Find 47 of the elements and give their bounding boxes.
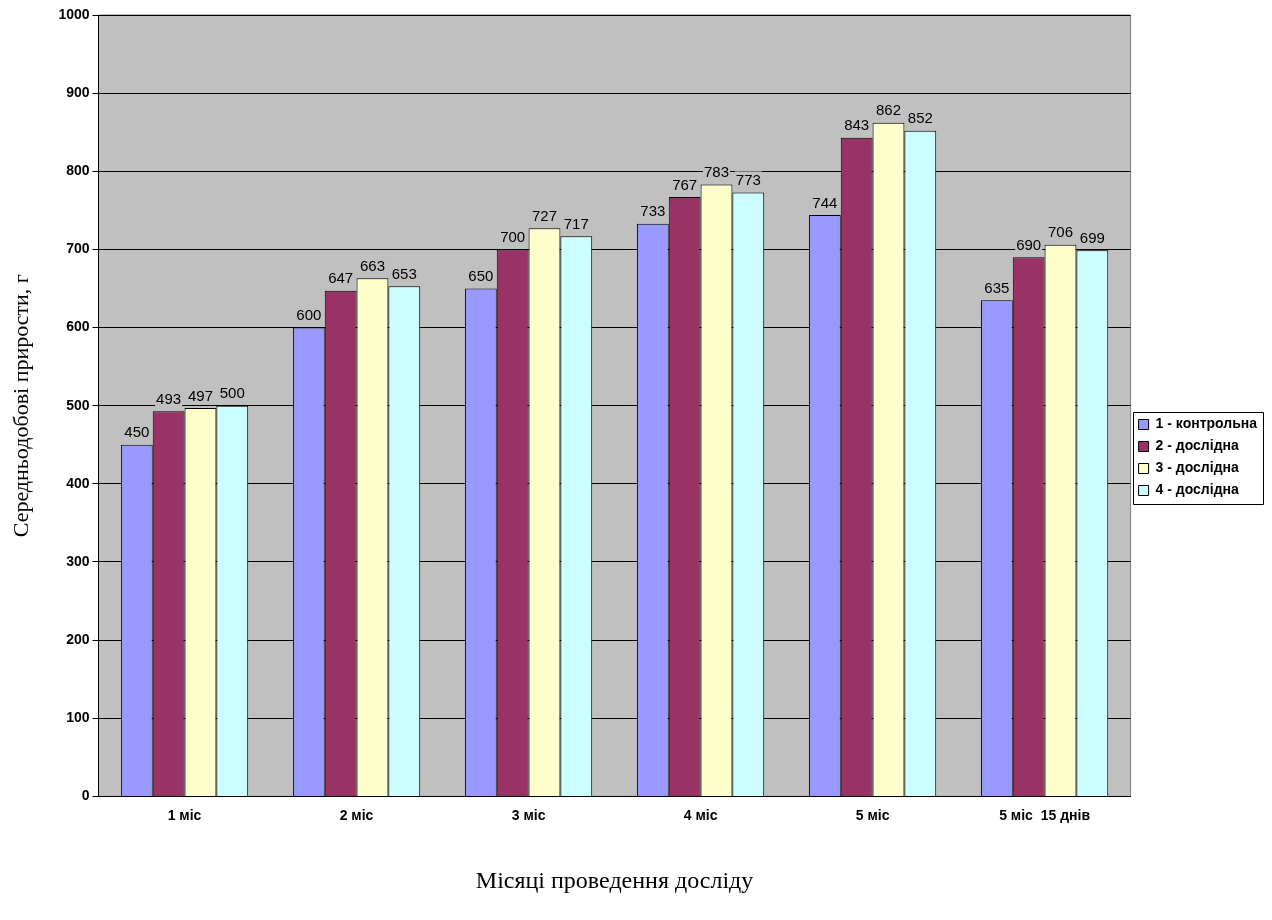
data-label: 773	[735, 171, 761, 189]
y-tick-label: 0	[81, 787, 90, 804]
y-tick-label: 500	[66, 396, 90, 413]
legend-label: 3 - дослідна	[1155, 459, 1239, 476]
x-tick-label: 5 міс 15 днів	[999, 806, 1091, 823]
y-tick-label: 100	[66, 709, 90, 726]
legend-label: 1 - контрольна	[1155, 415, 1258, 432]
y-tick-label: 800	[66, 162, 90, 179]
data-label: 852	[907, 109, 933, 127]
legend-label: 2 - дослідна	[1155, 437, 1239, 454]
data-label: 699	[1079, 228, 1105, 246]
data-label: 663	[359, 256, 385, 274]
data-label: 600	[296, 306, 322, 324]
data-label: 450	[124, 423, 150, 441]
data-label: 500	[219, 384, 245, 402]
data-label: 843	[844, 116, 870, 134]
data-label: 706	[1047, 223, 1074, 241]
data-label: 497	[187, 386, 213, 404]
data-label: 690	[1016, 235, 1042, 253]
y-tick-label: 1000	[58, 5, 90, 22]
data-label: 635	[984, 278, 1010, 296]
y-tick-label: 300	[66, 552, 90, 569]
data-label: 744	[812, 193, 838, 211]
y-tick-label: 400	[66, 474, 90, 491]
data-label: 733	[640, 202, 666, 220]
y-tick-label: 200	[66, 630, 90, 647]
data-label: 647	[328, 269, 354, 287]
data-label: 717	[563, 214, 589, 232]
data-label: 862	[875, 101, 901, 119]
data-label: 783	[703, 163, 729, 181]
x-tick-label: 2 міс	[339, 806, 374, 823]
data-label: 650	[468, 267, 494, 285]
data-label: 700	[500, 228, 526, 246]
y-axis-title: Середньодобові прирости, г	[7, 274, 33, 538]
y-tick-label: 700	[66, 240, 90, 257]
x-tick-label: 5 міс	[855, 806, 890, 823]
data-label: 653	[391, 264, 417, 282]
x-axis-title: Місяці проведення досліду	[475, 866, 754, 893]
legend-label: 4 - дослідна	[1155, 481, 1239, 498]
x-tick-label: 3 міс	[511, 806, 546, 823]
x-tick-label: 1 міс	[167, 806, 202, 823]
y-tick-label: 600	[66, 318, 90, 335]
data-label: 727	[531, 206, 557, 224]
x-tick-label: 4 міс	[683, 806, 718, 823]
y-tick-label: 900	[66, 84, 90, 100]
data-label: 493	[156, 389, 182, 407]
data-label: 767	[672, 175, 698, 193]
